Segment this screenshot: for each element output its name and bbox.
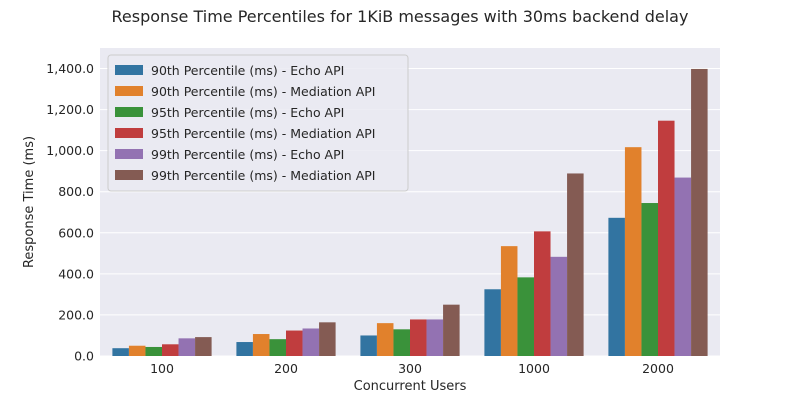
x-tick-label: 1000 [518, 361, 550, 376]
bar [360, 335, 377, 356]
y-tick-label: 200.0 [58, 307, 94, 322]
x-axis-ticks: 100 200 300 1000 2000 [150, 361, 674, 376]
y-tick-label: 1,000.0 [46, 143, 94, 158]
y-axis-label: Response Time (ms) [22, 136, 37, 268]
bar [195, 337, 212, 356]
legend-swatch [115, 86, 143, 96]
y-tick-label: 1,400.0 [46, 61, 94, 76]
bar [517, 277, 534, 356]
legend-swatch [115, 170, 143, 180]
bar [674, 177, 692, 356]
bar [286, 330, 303, 356]
legend-swatch [115, 149, 143, 159]
bar [484, 289, 501, 356]
legend: 90th Percentile (ms) - Echo API 90th Perc… [107, 54, 409, 192]
y-axis-ticks: 0.0 200.0 400.0 600.0 800.0 1,000.0 1,200.0 1,4… [46, 61, 94, 363]
bar [112, 348, 129, 356]
bar [443, 304, 460, 356]
bar [376, 323, 394, 356]
y-tick-label: 1,200.0 [46, 102, 94, 117]
bar [550, 256, 568, 356]
bar [319, 322, 336, 356]
legend-swatch [115, 65, 143, 75]
bar [608, 217, 625, 356]
bar [658, 120, 675, 356]
x-tick-label: 200 [274, 361, 298, 376]
legend-frame [107, 54, 409, 192]
legend-entry-label: 99th Percentile (ms) - Mediation API [151, 168, 375, 183]
legend-entry-label: 90th Percentile (ms) - Echo API [151, 63, 344, 78]
bar [302, 328, 320, 356]
bar [641, 203, 658, 356]
bar [393, 329, 410, 356]
legend-swatch [115, 107, 143, 117]
y-tick-label: 600.0 [58, 225, 94, 240]
bar [269, 339, 286, 356]
bar [624, 147, 642, 356]
legend-entry-label: 95th Percentile (ms) - Mediation API [151, 126, 375, 141]
y-tick-label: 400.0 [58, 266, 94, 281]
x-axis-label: Concurrent Users [354, 379, 467, 394]
bar [252, 334, 270, 356]
bar [426, 319, 444, 356]
bar [145, 346, 162, 356]
y-tick-label: 0.0 [74, 349, 94, 364]
x-tick-label: 100 [150, 361, 174, 376]
legend-entry-label: 99th Percentile (ms) - Echo API [151, 147, 344, 162]
legend-swatch [115, 128, 143, 138]
bar [567, 173, 584, 356]
bar [500, 246, 518, 356]
legend-entry-label: 90th Percentile (ms) - Mediation API [151, 84, 375, 99]
bar [534, 231, 551, 356]
bar-group [112, 68, 708, 356]
bar [236, 342, 253, 356]
bar [410, 319, 427, 356]
bar [162, 344, 179, 356]
bar [128, 345, 146, 356]
bar [178, 338, 196, 356]
legend-entry-label: 95th Percentile (ms) - Echo API [151, 105, 344, 120]
x-tick-label: 300 [398, 361, 422, 376]
x-tick-label: 2000 [642, 361, 674, 376]
y-tick-label: 800.0 [58, 184, 94, 199]
chart-title: Response Time Percentiles for 1KiB messa… [112, 7, 689, 26]
bar [691, 68, 708, 356]
